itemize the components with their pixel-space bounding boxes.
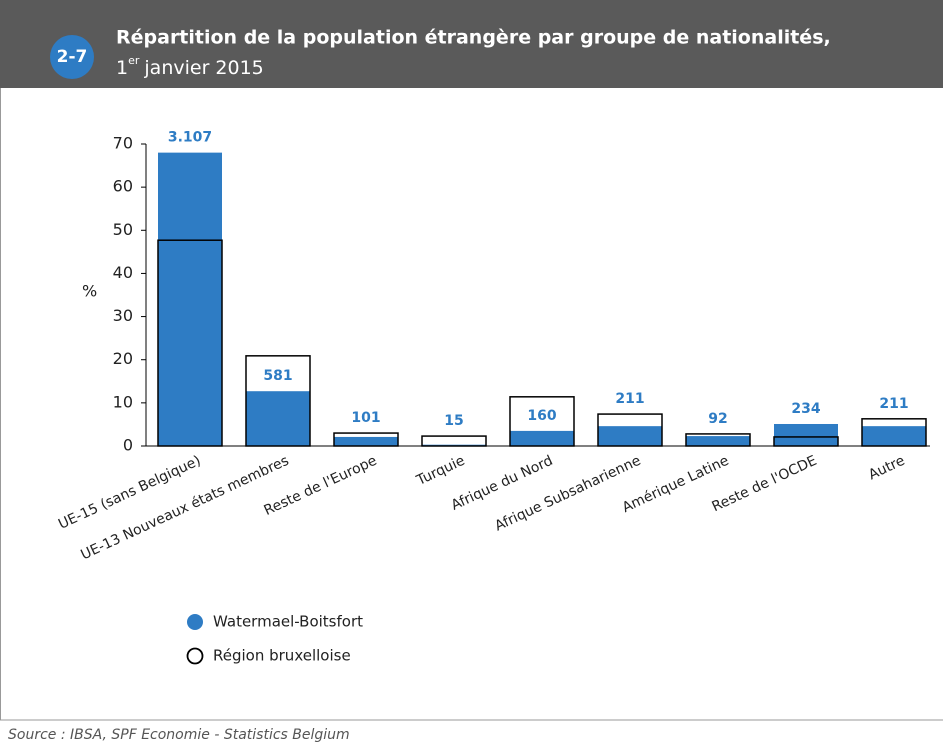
badge-text: 2-7 — [57, 47, 88, 67]
count-label: 3.107 — [168, 130, 212, 146]
source: Source : IBSA, SPF Economie - Statistics… — [8, 727, 350, 743]
x-tick-label: Autre — [866, 453, 907, 484]
bar — [862, 426, 926, 446]
legend-label: Région bruxelloise — [213, 647, 351, 665]
y-tick-label: 20 — [113, 349, 133, 368]
x-tick-label: Turquie — [413, 453, 467, 490]
subtitle-sup: er — [128, 54, 140, 67]
bar — [686, 436, 750, 446]
count-label: 101 — [351, 410, 380, 426]
y-tick-label: 50 — [113, 220, 133, 239]
header-bar — [0, 0, 943, 88]
count-label: 211 — [615, 391, 644, 407]
bar — [158, 152, 222, 446]
legend-label: Watermael-Boitsfort — [213, 613, 363, 631]
count-label: 581 — [263, 368, 292, 384]
count-label: 15 — [444, 413, 463, 429]
y-tick-label: 0 — [123, 436, 133, 455]
y-tick-label: 30 — [113, 306, 133, 325]
count-label: 211 — [879, 396, 908, 412]
x-tick-label: UE-15 (sans Belgique) — [56, 453, 203, 533]
count-label: 234 — [791, 401, 820, 417]
chart-subtitle: 1er janvier 2015 — [116, 54, 264, 79]
subtitle-rest: janvier 2015 — [143, 57, 263, 79]
legend-swatch — [186, 647, 204, 665]
bar — [774, 423, 838, 446]
bar — [598, 426, 662, 446]
y-tick-label: 40 — [113, 263, 133, 282]
bar — [246, 391, 310, 446]
y-tick-label: 10 — [113, 392, 133, 411]
legend-swatch — [187, 614, 203, 630]
bar-outline — [421, 435, 487, 447]
bar — [334, 436, 398, 446]
bar — [510, 430, 574, 446]
x-tick-label: Afrique Subsaharienne — [492, 453, 643, 535]
y-tick-label: 60 — [113, 177, 133, 196]
badge — [50, 35, 94, 79]
count-label: 92 — [708, 411, 727, 427]
y-tick-label: 70 — [113, 134, 133, 153]
count-label: 160 — [527, 408, 556, 424]
y-axis-label: % — [82, 282, 97, 301]
chart-title: Répartition de la population étrangère p… — [116, 27, 831, 49]
subtitle-number: 1 — [116, 57, 128, 79]
